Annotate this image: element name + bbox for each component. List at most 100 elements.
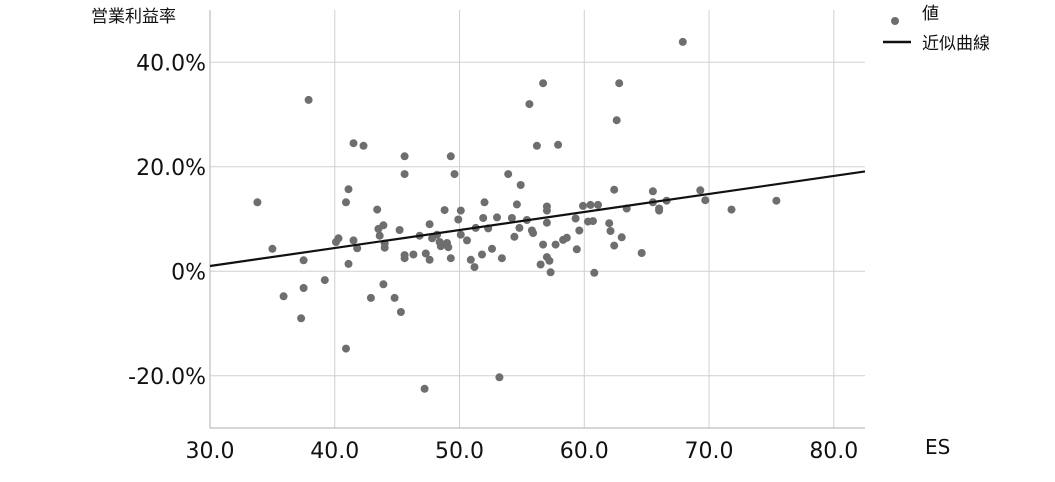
scatter-point [590, 268, 599, 277]
scatter-point [304, 95, 313, 104]
fit-line-layer [209, 170, 866, 268]
scatter-point [571, 214, 580, 223]
scatter-point [334, 234, 343, 243]
scatter-point [554, 140, 563, 149]
scatter-point [436, 242, 445, 251]
scatter-point [575, 226, 584, 235]
scatter-point [297, 314, 306, 323]
x-axis-label: ES [925, 435, 950, 459]
scatter-point [495, 373, 504, 382]
scatter-point [463, 236, 471, 245]
scatter-point [545, 256, 554, 265]
scatter-point [396, 308, 405, 316]
x-tick-label: 80.0 [809, 439, 858, 464]
scatter-point [395, 226, 404, 234]
grid-layer [210, 10, 865, 428]
scatter-point [610, 241, 619, 250]
scatter-point [539, 79, 548, 88]
scatter-point [532, 141, 541, 150]
scatter-point [366, 293, 375, 302]
scatter-point [546, 268, 555, 277]
scatter-point [268, 244, 277, 253]
scatter-point [279, 292, 288, 301]
scatter-point [504, 170, 513, 179]
scatter-point [342, 344, 350, 353]
scatter-point [488, 244, 496, 253]
scatter-point [446, 152, 455, 161]
scatter-point [617, 233, 626, 242]
scatter-point [478, 250, 486, 259]
scatter-point [253, 198, 262, 207]
y-tick-label: 0% [171, 260, 206, 285]
scatter-point [551, 240, 560, 249]
scatter-point [605, 219, 614, 228]
scatter-point [373, 205, 382, 214]
scatter-point [515, 223, 524, 232]
scatter-point [572, 245, 581, 254]
scatter-point [701, 196, 710, 205]
x-tick-label: 30.0 [186, 439, 235, 464]
scatter-point [507, 214, 516, 222]
scatter-point [390, 293, 399, 302]
scatter-point [612, 116, 621, 125]
scatter-point [400, 152, 409, 161]
x-tick-label: 40.0 [310, 439, 359, 464]
scatter-point [440, 206, 449, 215]
scatter-point [510, 232, 519, 241]
legend-point-icon [891, 17, 899, 25]
scatter-point [525, 100, 534, 109]
scatter-point [615, 79, 624, 88]
scatter-point [772, 196, 781, 205]
scatter-point [425, 255, 434, 264]
scatter-point [542, 206, 551, 215]
scatter-point [446, 254, 455, 263]
scatter-point [589, 217, 597, 226]
scatter-point [344, 185, 353, 194]
scatter-point [454, 215, 463, 224]
scatter-point [379, 221, 388, 230]
y-axis-label: 営業利益率 [91, 7, 176, 27]
scatter-point [516, 181, 525, 189]
scatter-point [512, 200, 521, 209]
scatter-point [425, 220, 434, 229]
scatter-point [539, 240, 548, 249]
scatter-point [594, 200, 602, 209]
legend: 値 近似曲線 [883, 4, 990, 54]
scatter-point [579, 201, 587, 210]
scatter-point [456, 206, 465, 215]
scatter-point [529, 229, 538, 238]
scatter-point [380, 243, 389, 252]
scatter-point [400, 170, 409, 179]
scatter-point [375, 231, 384, 240]
scatter-point [342, 198, 350, 207]
scatter-point [353, 244, 362, 253]
scatter-point [497, 254, 506, 263]
scatter-point [542, 218, 551, 227]
scatter-points [253, 37, 781, 393]
scatter-point [456, 230, 465, 239]
scatter-point [655, 206, 664, 215]
scatter-point [421, 249, 430, 258]
scatter-point [637, 249, 646, 257]
scatter-point [678, 37, 687, 46]
scatter-point [349, 236, 358, 245]
fit-line [209, 170, 866, 268]
scatter-point [493, 213, 501, 222]
scatter-point [586, 200, 595, 209]
scatter-point [727, 205, 736, 214]
x-tick-label: 70.0 [685, 439, 734, 464]
x-tick-label: 50.0 [435, 439, 484, 464]
scatter-point [359, 141, 368, 150]
scatter-point [450, 170, 459, 179]
scatter-point [349, 139, 358, 148]
scatter-point [299, 284, 308, 292]
scatter-point [562, 233, 571, 242]
scatter-point [420, 384, 429, 393]
y-tick-label: 20.0% [136, 156, 206, 181]
scatter-point [470, 263, 479, 272]
scatter-point [536, 260, 545, 269]
scatter-point [466, 255, 475, 264]
scatter-point [610, 185, 619, 194]
y-tick-label: 40.0% [136, 51, 206, 76]
